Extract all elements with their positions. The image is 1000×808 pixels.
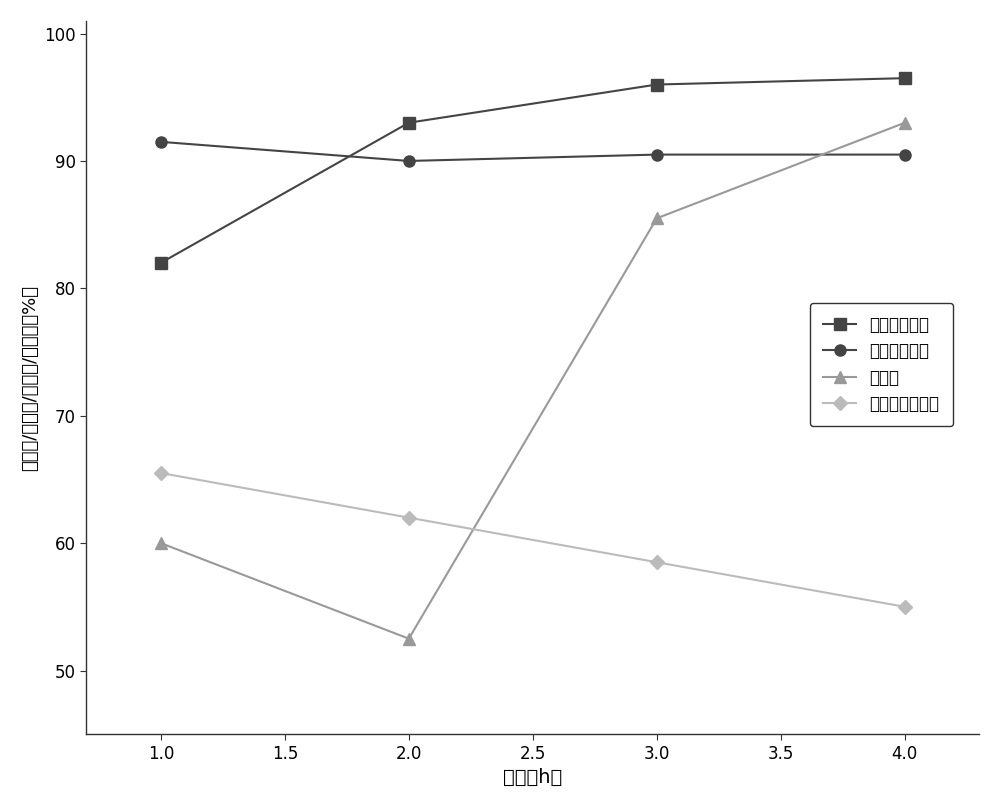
Line: 木质索去除率: 木质索去除率 [155, 73, 910, 268]
糖化率 [651, 213, 663, 223]
木质索去除率 [899, 74, 911, 83]
纤维索的结晶度 [155, 468, 167, 478]
纤维索回收率 [651, 149, 663, 159]
纤维索回收率 [403, 156, 415, 166]
糖化率 [155, 538, 167, 548]
Line: 糖化率: 糖化率 [155, 117, 910, 644]
纤维索的结晶度 [651, 558, 663, 567]
Y-axis label: 去除率/回收率/糖化率/结晶度（%）: 去除率/回收率/糖化率/结晶度（%） [21, 284, 39, 470]
纤维索回收率 [155, 137, 167, 147]
木质索去除率 [155, 258, 167, 267]
纤维索回收率 [899, 149, 911, 159]
Line: 纤维索回收率: 纤维索回收率 [155, 137, 910, 166]
纤维索的结晶度 [899, 602, 911, 612]
纤维索的结晶度 [403, 513, 415, 523]
糖化率 [899, 118, 911, 128]
Legend: 木质索去除率, 纤维索回收率, 糖化率, 纤维索的结晶度: 木质索去除率, 纤维索回收率, 糖化率, 纤维索的结晶度 [810, 302, 953, 427]
糖化率 [403, 633, 415, 643]
木质索去除率 [651, 80, 663, 90]
木质索去除率 [403, 118, 415, 128]
X-axis label: 时间（h）: 时间（h） [503, 768, 562, 787]
Line: 纤维索的结晶度: 纤维索的结晶度 [156, 468, 910, 612]
